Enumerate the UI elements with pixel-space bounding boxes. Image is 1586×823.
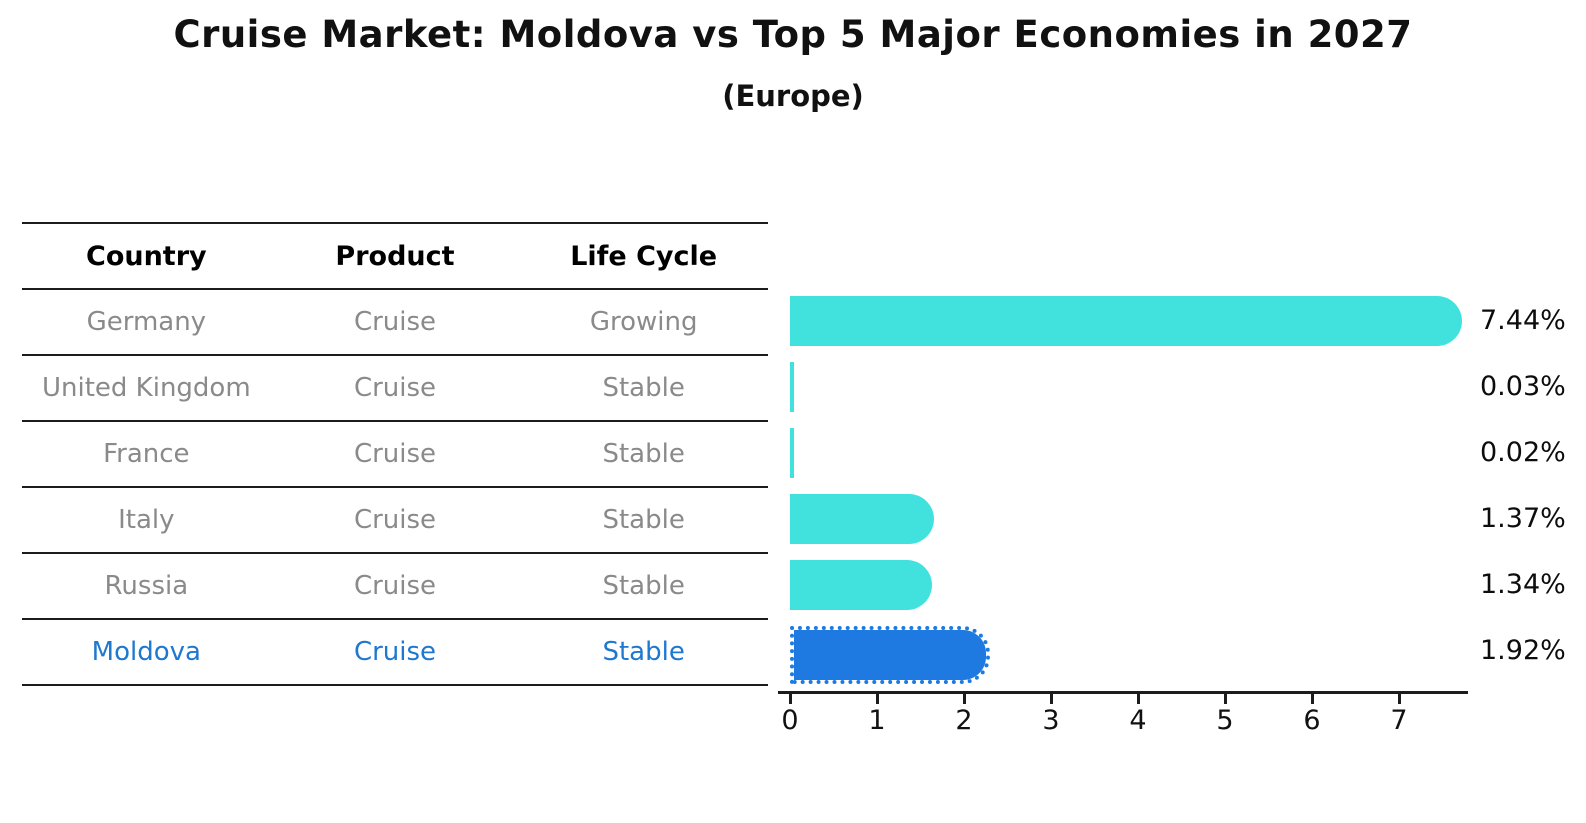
value-label-moldova: 1.92% bbox=[1480, 635, 1566, 666]
cell-country: United Kingdom bbox=[41, 373, 251, 403]
column-header-life-cycle: Life Cycle bbox=[570, 240, 718, 272]
column-header-country: Country bbox=[86, 240, 207, 272]
x-tick-1 bbox=[876, 691, 879, 704]
x-tick-label-1: 1 bbox=[868, 705, 886, 736]
x-tick-6 bbox=[1311, 691, 1314, 704]
cell-product: Cruise bbox=[353, 571, 437, 601]
cell-life-cycle: Growing bbox=[589, 307, 698, 337]
table-header-row: Country Product Life Cycle bbox=[22, 222, 768, 288]
value-label-russia: 1.34% bbox=[1480, 569, 1566, 600]
x-tick-3 bbox=[1050, 691, 1053, 704]
bar-germany bbox=[790, 296, 1463, 346]
value-label-united-kingdom: 0.03% bbox=[1480, 371, 1566, 402]
table-row-united-kingdom: United Kingdom Cruise Stable bbox=[22, 354, 768, 420]
cell-country: Italy bbox=[118, 505, 175, 535]
x-tick-label-7: 7 bbox=[1390, 705, 1408, 736]
chart-subtitle: (Europe) bbox=[722, 79, 864, 113]
cell-product: Cruise bbox=[353, 637, 437, 667]
country-table: Country Product Life Cycle Germany Cruis… bbox=[22, 222, 768, 686]
x-tick-2 bbox=[963, 691, 966, 704]
bar-united-kingdom bbox=[790, 362, 794, 412]
x-tick-label-6: 6 bbox=[1303, 705, 1321, 736]
cell-life-cycle: Stable bbox=[602, 439, 685, 469]
column-header-product: Product bbox=[335, 240, 455, 272]
table-row-russia: Russia Cruise Stable bbox=[22, 552, 768, 618]
cell-country: Russia bbox=[104, 571, 189, 601]
bar-moldova bbox=[790, 626, 991, 684]
cell-country: Moldova bbox=[91, 637, 201, 667]
table-row-france: France Cruise Stable bbox=[22, 420, 768, 486]
cell-product: Cruise bbox=[353, 439, 437, 469]
cell-product: Cruise bbox=[353, 373, 437, 403]
x-tick-4 bbox=[1137, 691, 1140, 704]
x-tick-label-0: 0 bbox=[781, 705, 799, 736]
x-tick-label-4: 4 bbox=[1129, 705, 1147, 736]
cell-life-cycle: Stable bbox=[602, 373, 685, 403]
x-axis-line bbox=[778, 691, 1468, 694]
cell-country: Germany bbox=[86, 307, 207, 337]
x-tick-label-3: 3 bbox=[1042, 705, 1060, 736]
bar-italy bbox=[790, 494, 935, 544]
x-tick-0 bbox=[789, 691, 792, 704]
x-tick-label-2: 2 bbox=[955, 705, 973, 736]
x-tick-5 bbox=[1224, 691, 1227, 704]
cell-product: Cruise bbox=[353, 505, 437, 535]
cell-product: Cruise bbox=[353, 307, 437, 337]
value-label-france: 0.02% bbox=[1480, 437, 1566, 468]
chart-title: Cruise Market: Moldova vs Top 5 Major Ec… bbox=[173, 13, 1413, 56]
cell-life-cycle: Stable bbox=[602, 505, 685, 535]
table-row-italy: Italy Cruise Stable bbox=[22, 486, 768, 552]
x-tick-label-5: 5 bbox=[1216, 705, 1234, 736]
x-tick-7 bbox=[1398, 691, 1401, 704]
bar-russia bbox=[790, 560, 932, 610]
table-row-germany: Germany Cruise Growing bbox=[22, 288, 768, 354]
cell-country: France bbox=[103, 439, 190, 469]
cell-life-cycle: Stable bbox=[602, 637, 685, 667]
bar-france bbox=[790, 428, 794, 478]
table-row-moldova: Moldova Cruise Stable bbox=[22, 618, 768, 686]
value-label-germany: 7.44% bbox=[1480, 305, 1566, 336]
cell-life-cycle: Stable bbox=[602, 571, 685, 601]
value-label-italy: 1.37% bbox=[1480, 503, 1566, 534]
